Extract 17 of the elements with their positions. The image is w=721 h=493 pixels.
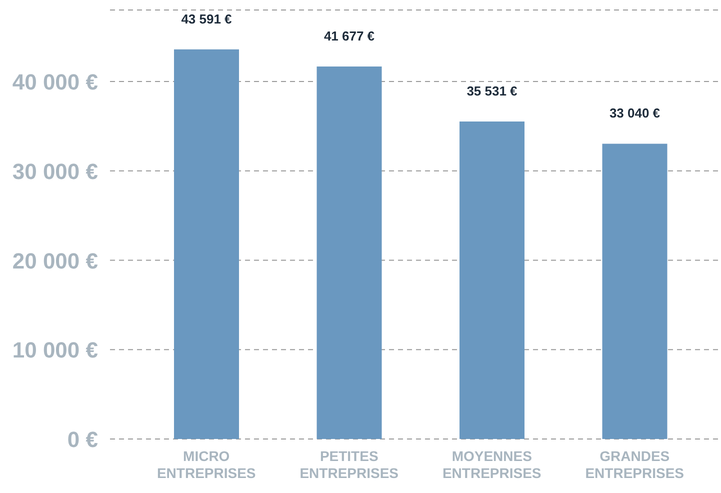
bar bbox=[602, 144, 668, 439]
data-label: 43 591 € bbox=[181, 11, 232, 26]
y-tick-label: 20 000 € bbox=[12, 248, 98, 274]
data-label: 35 531 € bbox=[466, 83, 518, 98]
bar bbox=[316, 66, 382, 439]
y-tick-label: 40 000 € bbox=[12, 70, 98, 94]
y-tick-label: 30 000 € bbox=[12, 158, 98, 184]
x-tick-label: MOYENNES ENTREPRISES bbox=[442, 448, 542, 481]
data-label: 41 677 € bbox=[324, 28, 375, 44]
bar bbox=[460, 121, 524, 439]
bar bbox=[174, 49, 239, 439]
x-tick-label: PETITES ENTREPRISES bbox=[300, 448, 399, 481]
data-label: 33 040 € bbox=[609, 106, 660, 121]
y-tick-label: 10 000 € bbox=[12, 338, 98, 363]
x-tick-label: GRANDES ENTREPRISES bbox=[585, 448, 684, 481]
y-tick-label: 0 € bbox=[67, 427, 98, 452]
x-tick-label: MICRO ENTREPRISES bbox=[156, 448, 256, 481]
